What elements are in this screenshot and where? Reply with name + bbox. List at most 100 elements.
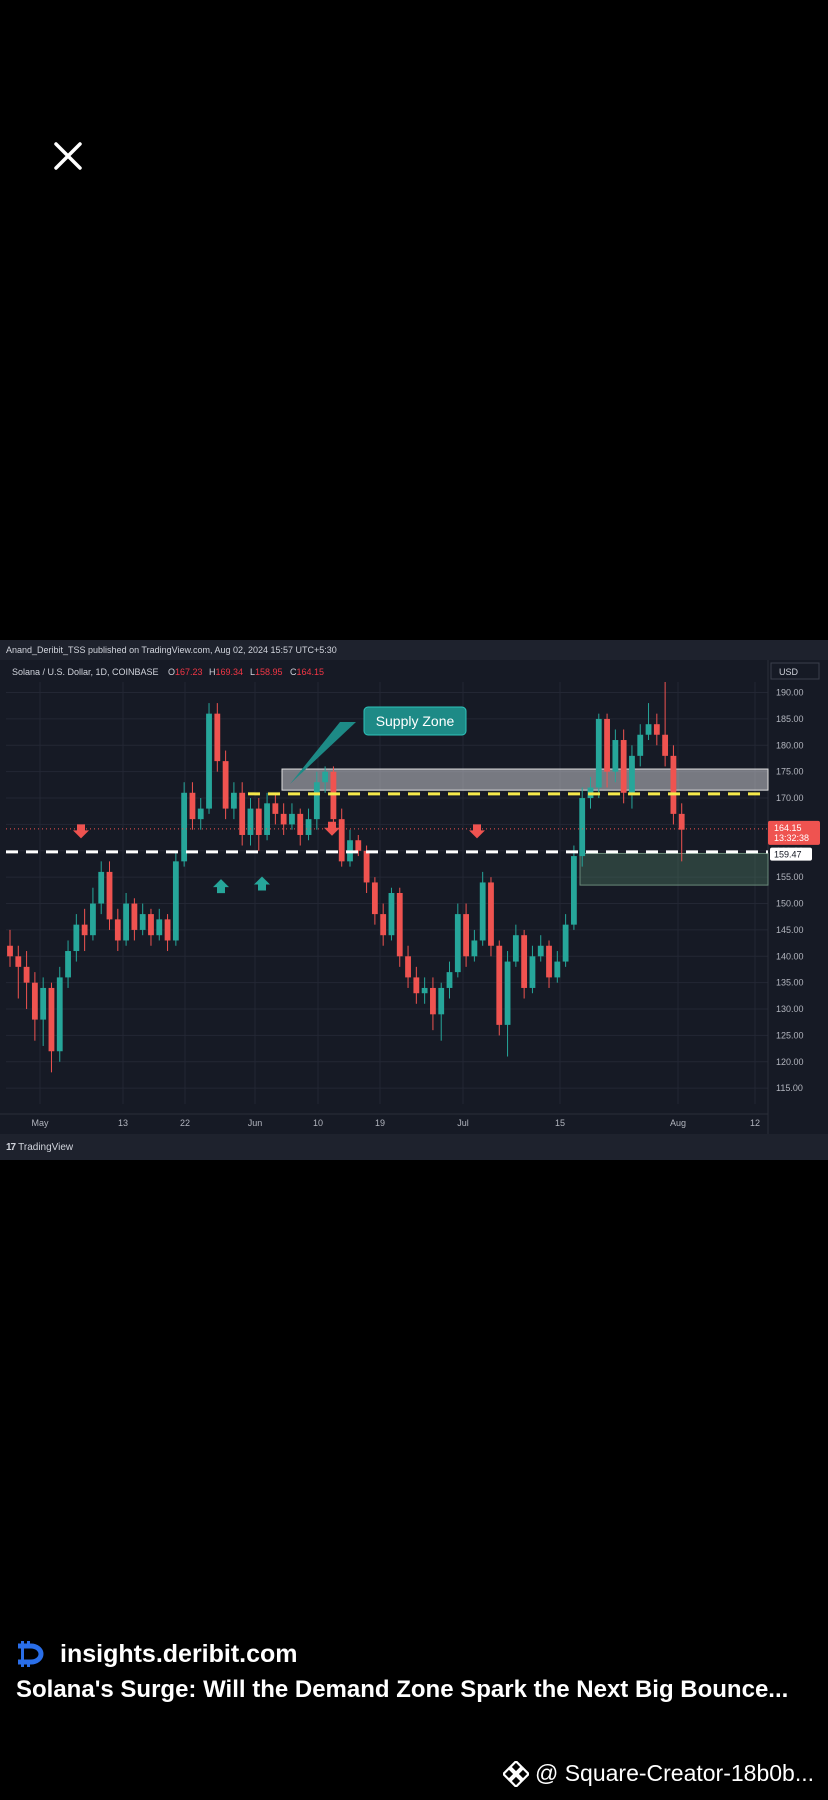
y-tick-label: 155.00 — [776, 872, 804, 882]
candle-body — [189, 792, 196, 820]
candle-body — [98, 871, 105, 904]
close-value: 164.15 — [297, 667, 325, 677]
candle-body — [31, 982, 38, 1020]
candles — [7, 682, 685, 1073]
y-tick-label: 145.00 — [776, 925, 804, 935]
candle-body — [562, 924, 569, 962]
candle-body — [371, 882, 378, 915]
candle-body — [678, 813, 685, 830]
candle-body — [521, 935, 528, 988]
candle-body — [670, 755, 677, 814]
site-row[interactable]: insights.deribit.com — [14, 1638, 298, 1670]
x-tick-label: Jul — [457, 1118, 469, 1128]
candle-body — [222, 761, 229, 809]
open-value: 167.23 — [175, 667, 203, 677]
callout-pointer — [290, 722, 372, 784]
candle-body — [148, 914, 154, 936]
y-tick-label: 150.00 — [776, 899, 804, 909]
creator-row[interactable]: @ Square-Creator-18b0b... — [502, 1760, 814, 1787]
site-name[interactable]: insights.deribit.com — [60, 1639, 298, 1668]
candle-body — [289, 813, 295, 825]
sell-arrow-icon — [324, 821, 340, 836]
candle-body — [106, 871, 113, 920]
candle-body — [164, 919, 171, 941]
candle-body — [15, 956, 22, 967]
candle-body — [463, 914, 469, 957]
candle-body — [123, 903, 129, 941]
supply-zone — [281, 768, 769, 791]
chart-image[interactable]: Anand_Deribit_TSS published on TradingVi… — [0, 640, 828, 1160]
buy-arrow-icon — [213, 879, 229, 894]
candle-body — [239, 792, 246, 835]
candle-body — [297, 813, 304, 835]
candle-body — [512, 935, 519, 962]
last-price-badge — [768, 820, 820, 845]
low-label: L158.95 — [250, 667, 283, 677]
currency-label: USD — [779, 667, 799, 677]
x-axis: May 13 22 Jun 10 19 Jul 15 Aug 12 — [31, 1118, 760, 1128]
y-tick-label: 170.00 — [776, 793, 804, 803]
candle-body — [438, 987, 445, 1015]
currency-box[interactable] — [770, 662, 820, 680]
x-tick-label: 19 — [375, 1118, 385, 1128]
open-label: O167.23 — [168, 667, 203, 677]
candle-body — [181, 792, 188, 862]
candle-body — [629, 755, 635, 793]
candle-body — [156, 919, 163, 936]
high-label: H169.34 — [209, 667, 243, 677]
publisher-bar: Anand_Deribit_TSS published on TradingVi… — [0, 640, 828, 660]
candle-body — [313, 782, 320, 820]
candle-body — [620, 740, 627, 793]
candle-body — [305, 819, 312, 835]
candle-body — [454, 914, 461, 973]
candle-body — [280, 813, 287, 825]
level-label: 159.47 — [774, 850, 802, 860]
candle-body — [396, 893, 403, 957]
last-price-label: 164.15 — [774, 823, 802, 833]
candle-body — [413, 977, 420, 994]
candle-body — [645, 724, 652, 735]
x-tick-label: 22 — [180, 1118, 190, 1128]
tradingview-logo: 17 TradingView — [6, 1142, 73, 1153]
overlay: Supply Zone — [6, 706, 768, 894]
y-tick-label: 185.00 — [776, 714, 804, 724]
y-tick-label: 140.00 — [776, 951, 804, 961]
candle-body — [554, 961, 561, 978]
candle-body — [363, 850, 370, 883]
candle-body — [172, 861, 179, 941]
article-title[interactable]: Solana's Surge: Will the Demand Zone Spa… — [16, 1676, 789, 1703]
close-icon — [54, 142, 82, 170]
candle-body — [579, 798, 586, 857]
y-tick-label: 190.00 — [776, 688, 804, 698]
high-value: 169.34 — [216, 667, 244, 677]
sell-arrow-icon — [73, 824, 89, 839]
zones — [281, 768, 769, 886]
candle-body — [355, 840, 362, 851]
candle-body — [479, 882, 486, 941]
y-tick-label: 180.00 — [776, 740, 804, 750]
x-tick-label: Aug — [670, 1118, 686, 1128]
x-tick-label: May — [31, 1118, 49, 1128]
candle-body — [247, 808, 254, 835]
candle-body — [65, 951, 71, 978]
candle-body — [430, 987, 436, 1015]
candle-body — [114, 919, 121, 941]
candle-body — [90, 903, 96, 936]
x-tick-label: Jun — [248, 1118, 263, 1128]
candle-body — [330, 771, 337, 820]
close-label: C164.15 — [290, 667, 324, 677]
candle-body — [612, 740, 619, 772]
candle-body — [571, 856, 577, 925]
y-tick-label: 135.00 — [776, 978, 804, 988]
y-tick-label: 120.00 — [776, 1057, 804, 1067]
close-button[interactable] — [44, 132, 92, 180]
candle-body — [272, 803, 279, 814]
candle-body — [48, 987, 55, 1052]
publisher-line: Anand_Deribit_TSS published on TradingVi… — [6, 645, 337, 655]
candle-body — [206, 713, 212, 809]
y-tick-label: 115.00 — [776, 1083, 803, 1093]
candle-body — [264, 803, 270, 835]
level-badge — [770, 847, 812, 861]
candle-body — [604, 718, 610, 772]
supply-zone-label: Supply Zone — [376, 713, 455, 729]
